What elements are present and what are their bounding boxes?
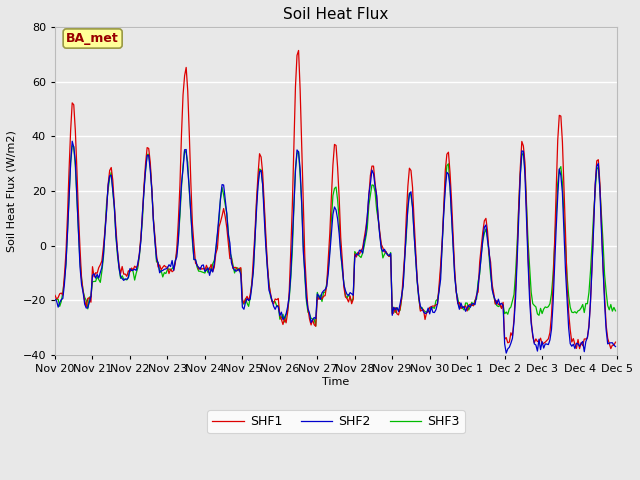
Line: SHF3: SHF3 [55,146,616,326]
Line: SHF1: SHF1 [55,50,616,348]
SHF2 [298,200,305,205]
SHF3 [312,323,319,329]
SHF2 [248,285,255,290]
SHF3 [239,299,246,305]
SHF3 [248,280,255,286]
SHF2 [239,304,246,310]
SHF3 [68,143,76,149]
Y-axis label: Soil Heat Flux (W/m2): Soil Heat Flux (W/m2) [7,130,17,252]
X-axis label: Time: Time [323,377,349,386]
SHF1 [612,339,620,345]
SHF3 [220,192,227,198]
SHF2 [68,138,76,144]
SHF1 [298,142,305,148]
Text: BA_met: BA_met [67,32,119,45]
Legend: SHF1, SHF2, SHF3: SHF1, SHF2, SHF3 [207,410,465,433]
SHF1 [246,292,254,298]
SHF2 [502,350,510,356]
SHF1 [218,213,226,219]
SHF1 [120,271,127,277]
SHF2 [220,182,227,188]
SHF3 [612,308,620,314]
Title: Soil Heat Flux: Soil Heat Flux [284,7,388,22]
SHF2 [122,276,129,282]
SHF1 [51,292,59,298]
SHF3 [122,276,129,282]
SHF1 [584,335,591,341]
SHF2 [584,335,591,340]
SHF1 [237,265,244,271]
SHF2 [612,344,620,349]
Line: SHF2: SHF2 [55,141,616,353]
SHF1 [295,48,303,53]
SHF2 [51,296,59,302]
SHF3 [51,295,59,300]
SHF3 [298,202,305,207]
SHF3 [584,301,591,307]
SHF1 [576,346,584,351]
